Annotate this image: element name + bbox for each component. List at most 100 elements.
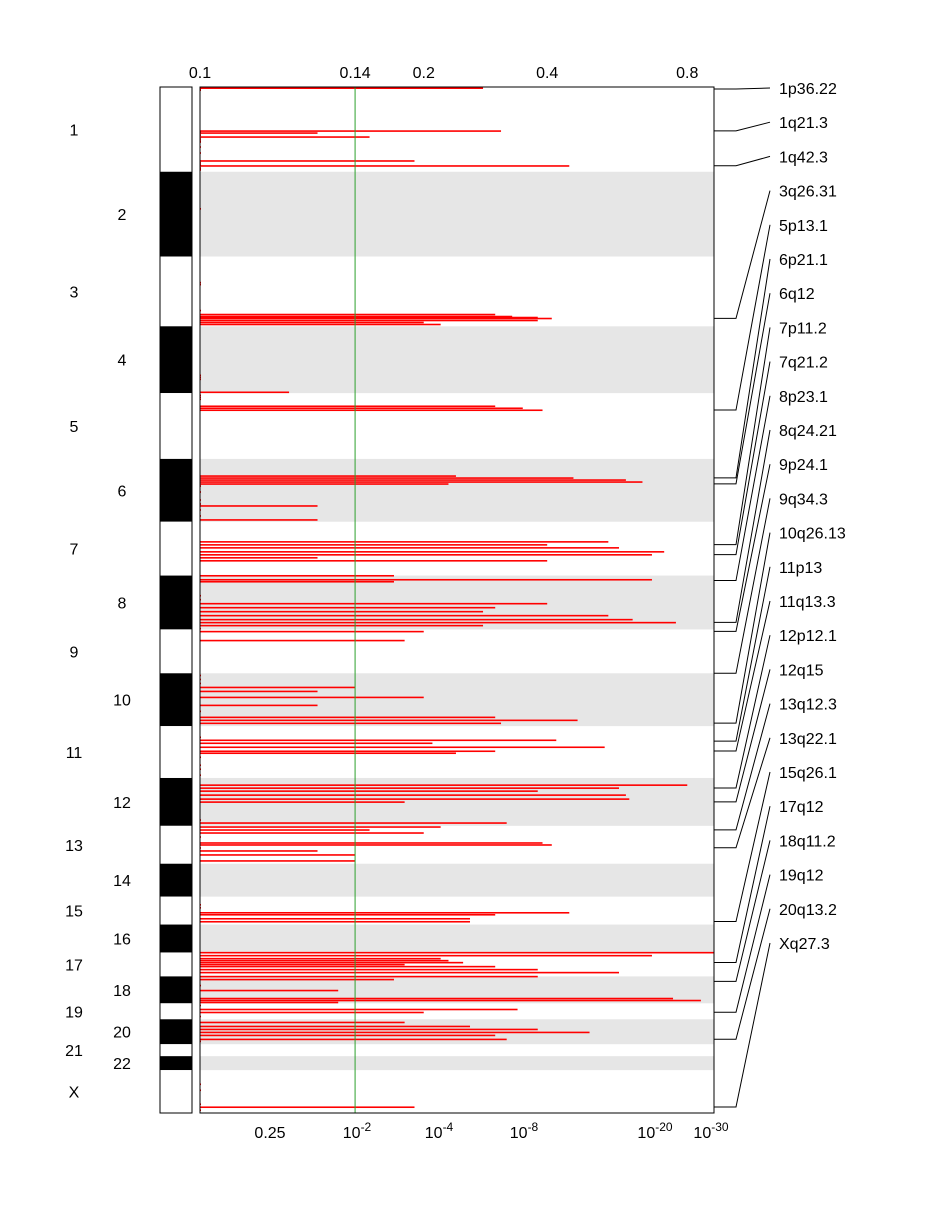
peak-connector-24 [714,908,771,1040]
bar-segment-16 [200,165,570,167]
ideogram-block-chr5 [160,393,192,459]
bottom-tick-base-2: 10 [425,1125,443,1142]
band-shade-chr14 [200,863,714,897]
bar-segment-125 [200,961,464,964]
bar-segment-41 [200,475,456,477]
bottom-tick-base-1: 10 [343,1125,361,1142]
band-shade-chr8 [200,575,714,630]
chromosome-label-8: 8 [118,595,127,612]
bar-segment-3 [200,130,502,132]
peak-connector-0 [714,87,771,90]
bar-segment-45 [200,483,449,485]
bar-segment-146 [200,1038,507,1041]
bar-segment-29 [200,321,424,324]
peak-connector-20 [714,771,771,923]
bottom-tick-label-2: 10-4 [425,1120,454,1142]
chromosome-label-18: 18 [113,983,131,1000]
chromosome-label-22: 22 [113,1056,131,1073]
ideogram-block-chr12 [160,777,192,826]
bar-segment-91 [200,750,496,753]
peak-label-11: 9p24.1 [779,457,828,474]
bottom-tick-base-5: 10 [693,1125,711,1142]
bar-segment-113 [200,854,356,856]
peak-connector-4 [714,224,771,411]
bar-segment-42 [200,477,574,479]
peak-connector-18 [714,703,771,831]
bar-segment-0 [200,87,484,89]
ideogram-block-chr17 [160,952,192,977]
peak-label-3: 3q26.31 [779,184,837,201]
bar-segment-128 [200,968,538,971]
chromosome-label-17: 17 [65,957,83,974]
top-tick-label-2: 0.2 [413,65,435,82]
bar-segment-101 [200,798,630,800]
bar-segment-13 [200,160,415,162]
peak-connector-15 [714,600,771,752]
bar-segment-144 [200,1031,590,1034]
chromosome-label-11: 11 [66,745,83,762]
peak-label-13: 10q26.13 [779,526,846,543]
peak-label-14: 11p13 [779,560,822,577]
bar-segment-145 [200,1034,496,1037]
peak-connector-19 [714,737,771,849]
bar-segment-79 [200,686,356,689]
bar-segment-7 [200,136,370,138]
bar-segment-54 [200,541,609,543]
ideogram-block-chr22 [160,1056,192,1071]
ideogram-block-chr11 [160,726,192,778]
bar-segment-82 [200,704,318,707]
bar-segment-25 [200,315,513,318]
bar-segment-143 [200,1028,538,1031]
chromosome-label-21: 21 [65,1043,83,1060]
bar-segment-63 [200,580,394,583]
bottom-tick-exp-1: -2 [361,1120,372,1134]
peak-label-0: 1p36.22 [779,81,837,98]
peak-label-5: 6p21.1 [779,252,828,269]
bar-segment-120 [200,920,471,923]
bar-segment-126 [200,963,405,966]
band-shade-chr16 [200,924,714,953]
bar-segment-130 [200,975,538,978]
bar-segment-141 [200,1021,405,1024]
ideogram-block-chr19 [160,1003,192,1020]
bar-segment-43 [200,479,626,481]
bar-segment-139 [200,1011,424,1014]
bar-segment-92 [200,752,456,755]
bottom-tick-exp-5: -30 [711,1120,729,1134]
chromosome-label-13: 13 [65,838,83,855]
bar-segment-88 [200,739,557,742]
chromosome-label-5: 5 [70,419,79,436]
chromosome-label-14: 14 [113,873,131,890]
band-shade-chr2 [200,171,714,257]
peak-connector-9 [714,395,771,582]
peak-label-22: 18q11.2 [779,833,836,850]
peak-label-2: 1q42.3 [779,149,828,166]
peak-label-24: 20q13.2 [779,902,837,919]
chromosome-label-10: 10 [113,693,131,710]
peak-connector-1 [714,121,771,132]
bar-segment-100 [200,794,626,796]
peak-connector-6 [714,293,771,485]
peak-label-18: 13q12.3 [779,697,837,714]
bar-segment-119 [200,917,471,920]
bar-segment-135 [200,999,701,1002]
bottom-tick-exp-4: -20 [655,1120,673,1134]
bar-segment-124 [200,959,449,962]
band-shading-layer [200,171,714,1071]
peak-connector-13 [714,532,771,724]
bar-segment-106 [200,829,370,831]
bar-segment-70 [200,618,633,621]
top-tick-label-1: 0.14 [340,65,371,82]
bar-segment-84 [200,716,496,719]
bar-segment-80 [200,690,318,693]
chromosome-label-9: 9 [70,644,79,661]
bar-segment-5 [200,132,318,134]
peak-connector-10 [714,429,771,623]
bar-segment-71 [200,621,676,624]
bar-segment-34 [200,391,290,394]
ideogram-block-chr10 [160,673,192,727]
chromosome-label-7: 7 [70,542,79,559]
peak-connector-5 [714,258,771,479]
ideogram-block-chrX [160,1070,192,1113]
